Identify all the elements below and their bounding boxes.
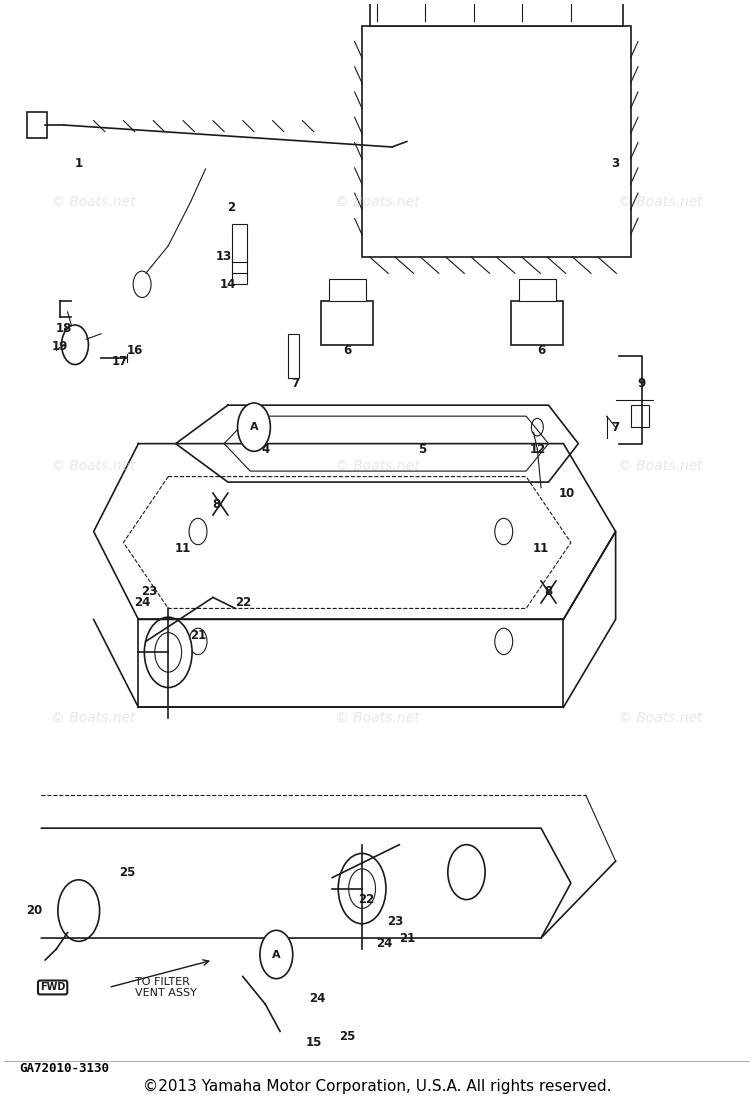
Text: © Boats.net: © Boats.net xyxy=(618,458,703,473)
Text: 22: 22 xyxy=(234,597,251,610)
Text: © Boats.net: © Boats.net xyxy=(51,195,136,209)
Text: 3: 3 xyxy=(611,157,620,170)
Circle shape xyxy=(532,418,544,436)
Bar xyxy=(287,334,299,377)
Text: 25: 25 xyxy=(119,866,136,879)
Text: 17: 17 xyxy=(112,354,128,368)
Text: ©2013 Yamaha Motor Corporation, U.S.A. All rights reserved.: ©2013 Yamaha Motor Corporation, U.S.A. A… xyxy=(143,1079,611,1094)
Text: 21: 21 xyxy=(399,931,415,944)
Text: 24: 24 xyxy=(309,992,326,1005)
Circle shape xyxy=(133,271,151,298)
Circle shape xyxy=(155,632,182,672)
Circle shape xyxy=(495,518,513,545)
Text: © Boats.net: © Boats.net xyxy=(335,712,419,725)
Circle shape xyxy=(339,853,386,923)
Text: 1: 1 xyxy=(75,157,83,170)
Text: 7: 7 xyxy=(291,376,299,390)
Text: 11: 11 xyxy=(175,541,192,555)
Text: 10: 10 xyxy=(559,487,575,499)
Bar xyxy=(329,279,366,301)
Text: 15: 15 xyxy=(305,1036,322,1049)
Text: 21: 21 xyxy=(190,630,206,642)
Text: 23: 23 xyxy=(142,586,158,599)
Text: 24: 24 xyxy=(134,597,150,610)
Circle shape xyxy=(62,325,88,364)
Circle shape xyxy=(238,403,271,452)
Text: © Boats.net: © Boats.net xyxy=(335,195,419,209)
Text: A: A xyxy=(272,950,280,960)
Circle shape xyxy=(58,880,100,941)
Text: © Boats.net: © Boats.net xyxy=(51,712,136,725)
Text: 16: 16 xyxy=(127,344,143,356)
Text: 13: 13 xyxy=(216,250,232,263)
Bar xyxy=(26,112,48,138)
Text: 8: 8 xyxy=(213,497,221,510)
Text: © Boats.net: © Boats.net xyxy=(618,712,703,725)
Text: 24: 24 xyxy=(376,937,393,950)
Circle shape xyxy=(144,618,192,687)
Circle shape xyxy=(495,628,513,654)
Text: 7: 7 xyxy=(611,421,620,434)
Circle shape xyxy=(233,239,245,257)
Text: FWD: FWD xyxy=(40,983,66,993)
Text: 23: 23 xyxy=(388,915,403,928)
Text: 4: 4 xyxy=(261,443,269,456)
Text: 8: 8 xyxy=(544,586,553,599)
Text: 22: 22 xyxy=(357,893,374,907)
Text: 20: 20 xyxy=(26,904,42,917)
Text: © Boats.net: © Boats.net xyxy=(51,458,136,473)
Text: 6: 6 xyxy=(343,344,351,356)
Text: 12: 12 xyxy=(529,443,545,456)
Text: 25: 25 xyxy=(339,1031,355,1044)
Text: A: A xyxy=(250,422,259,432)
Text: 6: 6 xyxy=(537,344,545,356)
Bar xyxy=(511,301,563,344)
Bar xyxy=(519,279,556,301)
Text: 11: 11 xyxy=(533,541,549,555)
Text: 9: 9 xyxy=(638,376,646,390)
Text: © Boats.net: © Boats.net xyxy=(618,195,703,209)
Circle shape xyxy=(348,869,375,909)
Circle shape xyxy=(189,518,207,545)
Text: 2: 2 xyxy=(228,200,236,214)
Text: GA72010-3130: GA72010-3130 xyxy=(19,1063,109,1075)
Bar xyxy=(231,224,247,284)
Text: © Boats.net: © Boats.net xyxy=(335,458,419,473)
Circle shape xyxy=(448,845,485,900)
Text: TO FILTER
VENT ASSY: TO FILTER VENT ASSY xyxy=(135,976,197,999)
Bar xyxy=(362,27,630,257)
Circle shape xyxy=(260,930,293,979)
Bar xyxy=(369,0,623,27)
Bar xyxy=(321,301,373,344)
Circle shape xyxy=(189,628,207,654)
Text: 5: 5 xyxy=(418,443,426,456)
Text: 14: 14 xyxy=(219,278,236,291)
Text: 19: 19 xyxy=(52,341,69,353)
Bar xyxy=(630,405,649,427)
Text: 18: 18 xyxy=(56,322,72,334)
